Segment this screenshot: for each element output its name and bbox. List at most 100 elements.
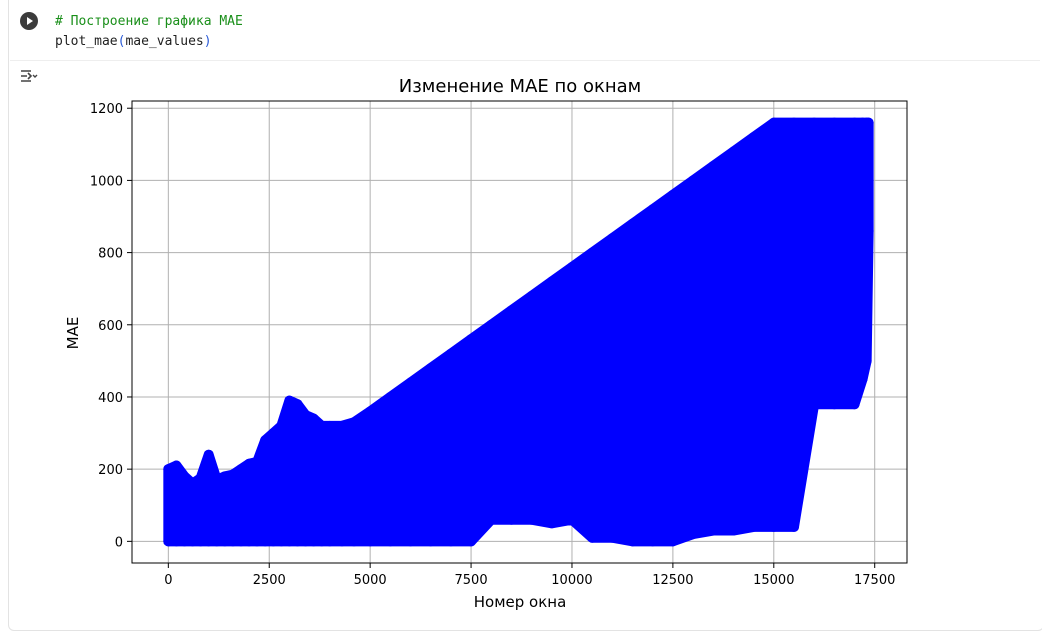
- data-point-max: [227, 469, 238, 480]
- data-point-min: [506, 514, 517, 525]
- data-point-max: [336, 420, 347, 431]
- data-point-min: [566, 514, 577, 525]
- y-tick-label: 1000: [90, 174, 123, 189]
- data-point-max: [587, 247, 598, 258]
- code-editor[interactable]: [10, 0, 1040, 61]
- x-tick-label: 0: [164, 573, 172, 588]
- code-paren-open: (: [117, 34, 126, 49]
- data-point-max: [546, 276, 557, 287]
- data-point-min: [268, 536, 279, 547]
- data-point-min: [292, 536, 303, 547]
- data-point-min: [861, 355, 872, 366]
- data-point-min: [163, 536, 174, 547]
- data-point-max: [788, 117, 799, 128]
- data-point-min: [849, 399, 860, 410]
- data-point-min: [688, 529, 699, 540]
- data-point-max: [324, 420, 335, 431]
- output-toggle-icon[interactable]: [19, 66, 39, 86]
- data-point-max: [607, 233, 618, 244]
- run-cell-icon[interactable]: [20, 12, 38, 30]
- data-point-max: [252, 456, 263, 467]
- data-point-min: [647, 536, 658, 547]
- data-point-min: [244, 536, 255, 547]
- y-tick-label: 0: [115, 535, 123, 550]
- code-argument: mae_values: [125, 34, 204, 49]
- code-comment: # Построение графика MAE: [55, 14, 243, 29]
- data-point-min: [324, 536, 335, 547]
- data-point-min: [829, 399, 840, 410]
- data-point-max: [647, 204, 658, 215]
- data-point-max: [768, 117, 779, 128]
- y-tick-label: 800: [98, 247, 123, 262]
- data-point-max: [627, 218, 638, 229]
- chart-title: Изменение MAE по окнам: [399, 76, 642, 97]
- data-point-min: [405, 536, 416, 547]
- data-point-min: [316, 536, 327, 547]
- data-point-min: [667, 536, 678, 547]
- data-point-min: [863, 225, 874, 236]
- data-point-max: [466, 334, 477, 345]
- data-point-max: [486, 319, 497, 330]
- data-point-min: [728, 525, 739, 536]
- data-point-max: [219, 471, 230, 482]
- y-tick-label: 200: [98, 463, 123, 478]
- data-point-max: [235, 464, 246, 475]
- data-point-min: [349, 536, 360, 547]
- data-point-max: [349, 417, 360, 428]
- data-point-max: [260, 435, 271, 446]
- x-tick-label: 10000: [551, 573, 592, 588]
- data-point-min: [748, 521, 759, 532]
- y-tick-label: 400: [98, 391, 123, 406]
- data-point-min: [857, 373, 868, 384]
- data-point-max: [728, 146, 739, 157]
- data-point-min: [445, 536, 456, 547]
- data-point-min: [365, 536, 376, 547]
- data-point-max: [300, 410, 311, 421]
- data-point-max: [316, 420, 327, 431]
- data-point-min: [587, 532, 598, 543]
- data-point-max: [244, 458, 255, 469]
- data-point-max: [425, 363, 436, 374]
- data-point-max: [708, 160, 719, 171]
- x-axis-label: Номер окна: [474, 593, 567, 611]
- data-point-min: [809, 399, 820, 410]
- plot-frame: [131, 100, 908, 564]
- data-point-max: [688, 175, 699, 186]
- data-point-max: [163, 464, 174, 475]
- axis-ticks: 0 2500 5000 7500 10000 12500 15000 17500 0 200 400…: [90, 102, 895, 588]
- data-point-min: [708, 525, 719, 536]
- data-point-max: [405, 377, 416, 388]
- series-band: [163, 117, 874, 547]
- data-point-min: [308, 536, 319, 547]
- data-point-min: [276, 536, 287, 547]
- data-point-max: [195, 473, 206, 484]
- data-point-max: [171, 460, 182, 471]
- data-point-min: [627, 536, 638, 547]
- data-point-min: [466, 536, 477, 547]
- data-point-max: [506, 305, 517, 316]
- data-point-min: [227, 536, 238, 547]
- data-point-min: [179, 536, 190, 547]
- x-tick-label: 12500: [652, 573, 693, 588]
- x-tick-label: 7500: [455, 573, 488, 588]
- data-point-max: [308, 413, 319, 424]
- x-tick-label: 17500: [854, 573, 895, 588]
- data-point-max: [748, 132, 759, 143]
- data-point-max: [284, 395, 295, 406]
- data-point-min: [607, 532, 618, 543]
- data-point-min: [260, 536, 271, 547]
- data-point-min: [219, 536, 230, 547]
- y-tick-label: 1200: [90, 102, 123, 117]
- data-point-max: [211, 474, 222, 485]
- data-point-max: [292, 399, 303, 410]
- data-point-min: [300, 536, 311, 547]
- data-point-min: [187, 536, 198, 547]
- code-paren-close: ): [203, 34, 212, 49]
- data-point-min: [546, 518, 557, 529]
- data-point-min: [425, 536, 436, 547]
- code-text[interactable]: # Построение графика MAE plot_mae(mae_va…: [55, 12, 243, 52]
- data-point-min: [195, 536, 206, 547]
- data-point-max: [203, 449, 214, 460]
- data-point-min: [203, 536, 214, 547]
- x-tick-label: 5000: [354, 573, 387, 588]
